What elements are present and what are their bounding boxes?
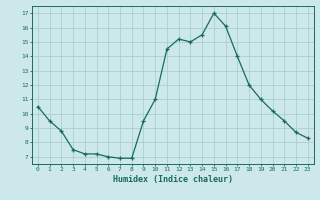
X-axis label: Humidex (Indice chaleur): Humidex (Indice chaleur) [113,175,233,184]
